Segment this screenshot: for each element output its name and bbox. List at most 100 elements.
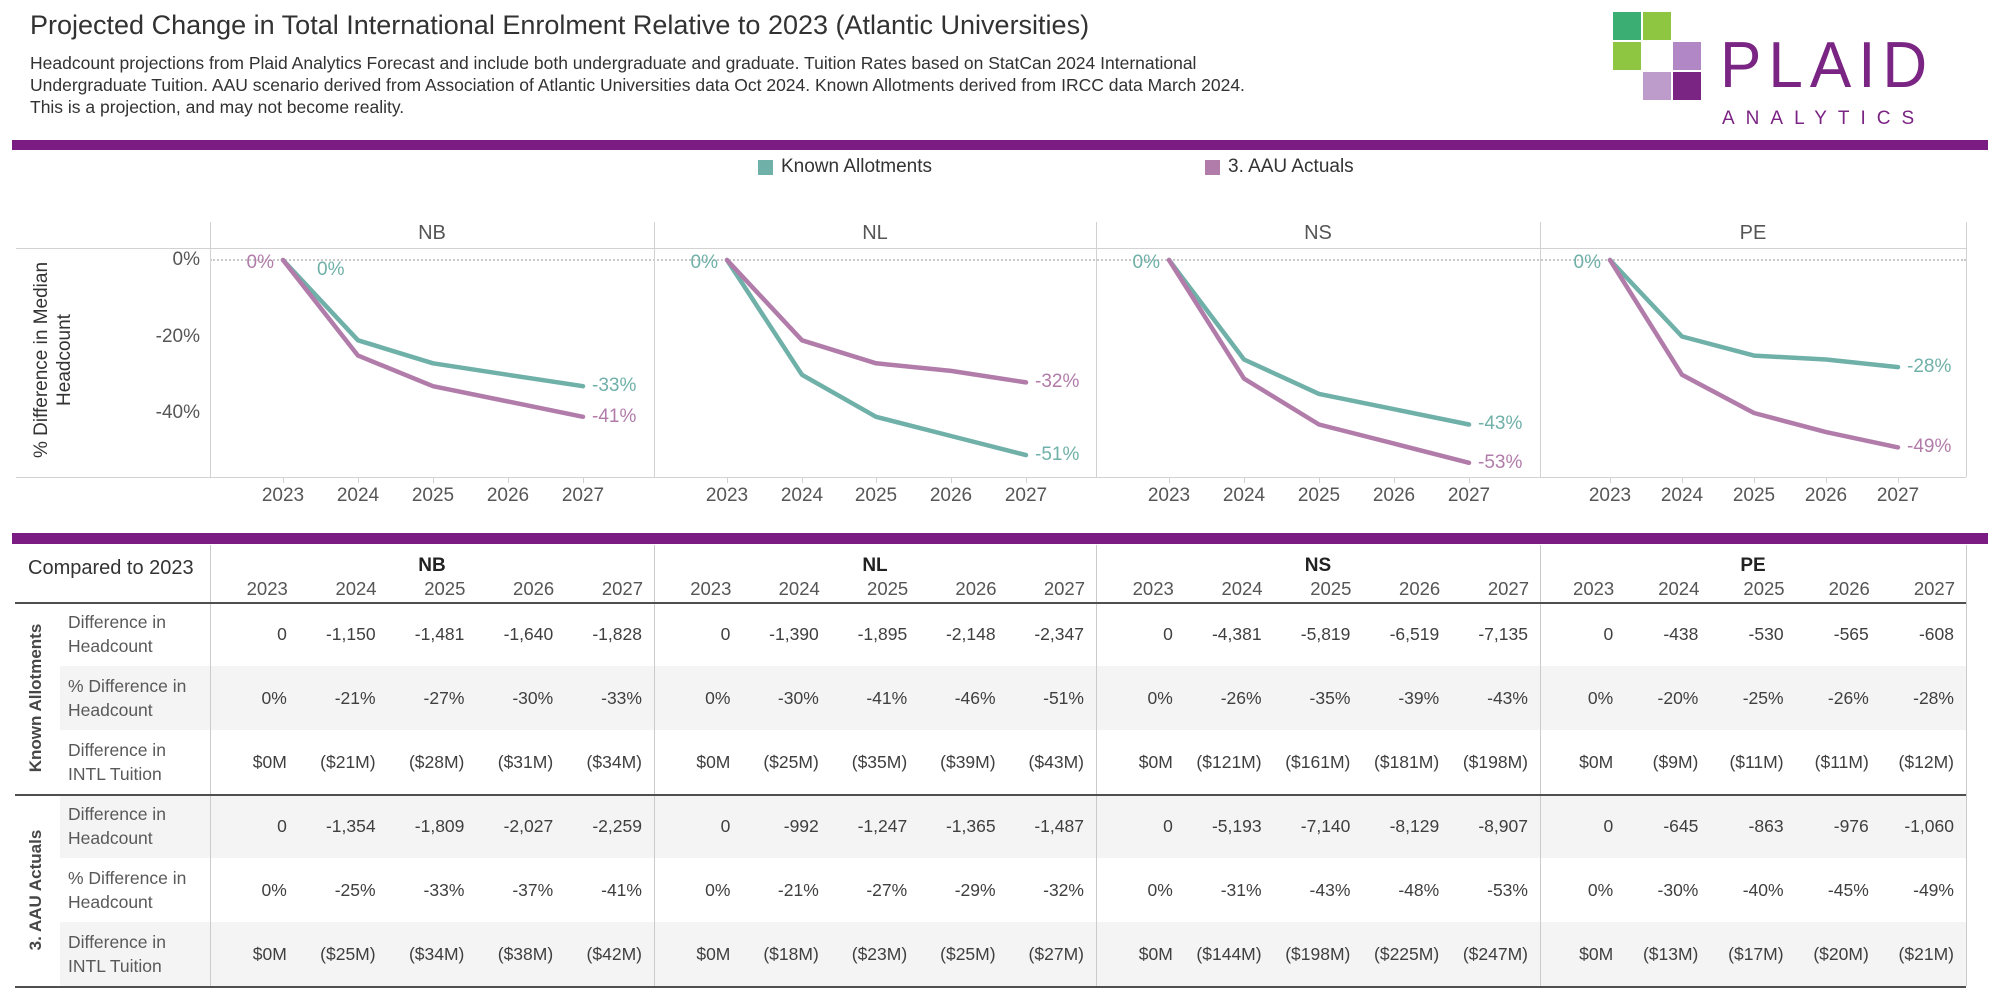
divider-bar-top (12, 140, 1988, 150)
table-header-underline (15, 602, 1966, 604)
table-cell: 0% (705, 688, 731, 708)
table-year-header-PE-2026: 2026 (1828, 578, 1870, 599)
table-cell: -28% (1913, 688, 1954, 708)
table-vertical-border (1966, 545, 1967, 986)
table-year-header-NL-2027: 2027 (1043, 578, 1085, 599)
panel-title-nb: NB (418, 222, 446, 244)
table-corner-label: Compared to 2023 (28, 557, 194, 579)
x-axis-tick (1826, 477, 1827, 483)
table-cell: 0 (1163, 624, 1173, 644)
table-cell: -25% (1742, 688, 1784, 708)
legend-label-known-allotments[interactable]: Known Allotments (781, 156, 933, 177)
table-cell: ($34M) (408, 944, 465, 964)
legend-swatch-known-allotments[interactable] (758, 160, 773, 175)
table-cell: -26% (1827, 688, 1869, 708)
table-province-header-PE: PE (1740, 555, 1766, 576)
panel-border-4 (1966, 222, 1967, 477)
table-cell: 0% (1147, 688, 1173, 708)
line-known-allotments-NS (1166, 257, 1472, 427)
logo-brand-text: PLAID (1720, 29, 1935, 102)
table-cell: $0M (1138, 752, 1173, 772)
table-year-header-NS-2026: 2026 (1399, 578, 1441, 599)
table-cell: ($144M) (1196, 944, 1262, 964)
table-cell: 0 (1603, 624, 1614, 644)
x-axis-tick (1610, 477, 1611, 483)
table-cell: -1,828 (592, 624, 642, 644)
table-cell: -7,140 (1300, 816, 1351, 836)
legend-swatch-aau-actuals[interactable] (1205, 160, 1220, 175)
table-cell: ($27M) (1028, 944, 1084, 964)
x-axis-tick (1319, 477, 1320, 483)
table-cell: -645 (1663, 816, 1699, 836)
table-cell: ($35M) (851, 752, 908, 772)
table-cell: ($31M) (497, 752, 554, 772)
table-cell: -26% (1220, 688, 1262, 708)
legend-label-aau-actuals[interactable]: 3. AAU Actuals (1228, 156, 1354, 177)
table-cell: ($181M) (1374, 752, 1440, 772)
panel-title-pe: PE (1739, 222, 1767, 244)
x-axis-label-NB-2027: 2027 (561, 485, 605, 506)
logo-square-green-dark (1613, 12, 1641, 40)
table-cell: -863 (1748, 816, 1784, 836)
table-cell: ($12M) (1898, 752, 1954, 772)
table-year-header-NL-2024: 2024 (778, 578, 820, 599)
line--aau-actuals-NS (1166, 257, 1472, 466)
table-cell: ($13M) (1642, 944, 1699, 964)
end-label-NB-teal: -33% (592, 375, 637, 397)
table-row-label: Difference in Headcount (68, 612, 166, 656)
table-vertical-border (1096, 545, 1097, 986)
table-cell: -6,519 (1389, 624, 1440, 644)
table-cell: ($38M) (497, 944, 554, 964)
table-cell: -2,347 (1034, 624, 1084, 644)
end-label-NL-mauve: -32% (1035, 371, 1080, 393)
x-axis-label-NL-2026: 2026 (929, 485, 973, 506)
x-axis-tick (1244, 477, 1245, 483)
table-cell: ($9M) (1652, 752, 1699, 772)
table-row-label: Difference in INTL Tuition (68, 740, 166, 784)
table-cell: 0 (277, 624, 287, 644)
table-bottom-border (15, 986, 1966, 988)
table-group-label-known-allotments: Known Allotments (26, 623, 45, 773)
table-cell: -20% (1657, 688, 1699, 708)
x-axis-tick (433, 477, 434, 483)
line--aau-actuals-PE (1607, 257, 1901, 450)
x-axis-tick (583, 477, 584, 483)
table-cell: -25% (334, 880, 376, 900)
panel-title-ns: NS (1304, 222, 1332, 244)
x-axis-tick (876, 477, 877, 483)
table-vertical-border (1540, 545, 1541, 986)
table-cell: -33% (423, 880, 465, 900)
data-table: Compared to 2023 NB 2023 2024 2025 2026 2027 0… (0, 533, 2000, 1000)
end-label-NS-teal: -43% (1478, 413, 1523, 435)
table-cell: $0M (1579, 752, 1614, 772)
small-multiples-line-charts: % Difference in Median Headcount 0% -20%… (0, 170, 2000, 533)
x-axis-tick (1394, 477, 1395, 483)
table-group-divider (15, 794, 1966, 796)
table-cell: $0M (1138, 944, 1173, 964)
x-axis-label-PE-2024: 2024 (1660, 485, 1704, 506)
x-axis-label-NB-2025: 2025 (411, 485, 455, 506)
table-cell: -4,381 (1211, 624, 1262, 644)
logo-square-green-light2 (1613, 42, 1641, 70)
table-year-header-NL-2025: 2025 (867, 578, 909, 599)
table-row-label: % Difference in Headcount (68, 676, 187, 720)
x-axis-tick (802, 477, 803, 483)
table-cell: -608 (1918, 624, 1954, 644)
table-year-header-PE-2024: 2024 (1658, 578, 1700, 599)
chart-bottom-axis (16, 477, 1966, 478)
table-cell: -1,247 (857, 816, 908, 836)
table-cell: ($161M) (1285, 752, 1351, 772)
table-cell: ($198M) (1462, 752, 1528, 772)
table-cell: ($25M) (940, 944, 996, 964)
table-year-header-NB-2023: 2023 (246, 578, 288, 599)
table-cell: -8,129 (1389, 816, 1440, 836)
y-tick-20: -20% (155, 326, 200, 347)
table-cell: -5,193 (1211, 816, 1262, 836)
table-year-header-NS-2023: 2023 (1132, 578, 1174, 599)
table-cell: $0M (696, 944, 731, 964)
table-group-label-aau-actuals: 3. AAU Actuals (26, 829, 45, 951)
table-cell: ($25M) (320, 944, 376, 964)
table-cell: ($247M) (1462, 944, 1528, 964)
subtitle-line-2: Undergraduate Tuition. AAU scenario deri… (30, 75, 1245, 95)
plaid-logo: PLAID ANALYTICS (0, 0, 2000, 140)
